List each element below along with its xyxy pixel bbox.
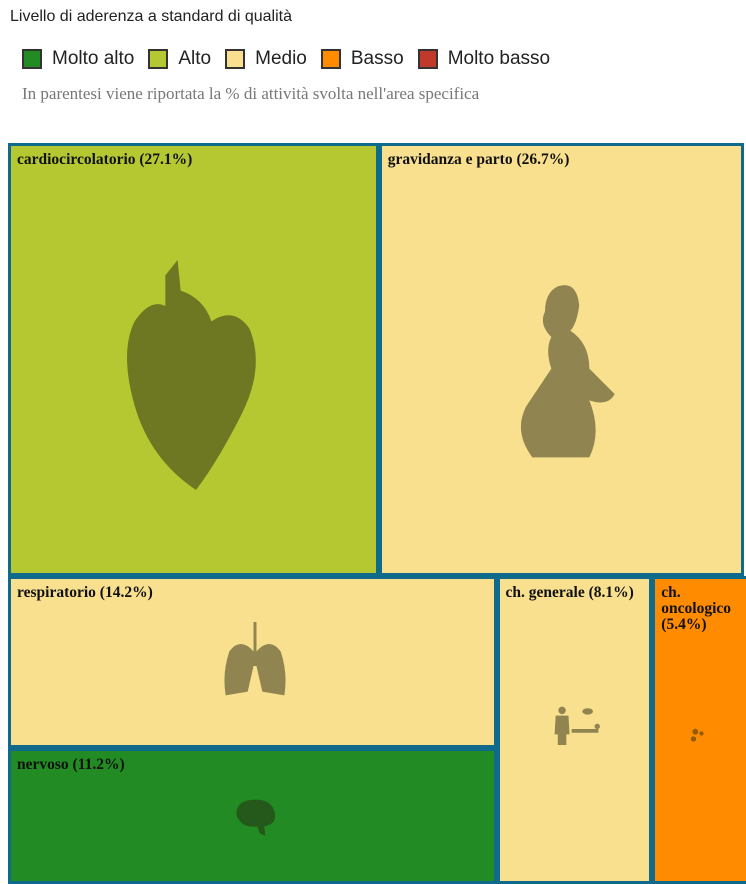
legend-label: Alto — [178, 48, 212, 69]
tile-category: ch. oncologico — [661, 584, 732, 617]
tile-label: respiratorio (14.2%) — [17, 585, 490, 601]
tile-label: gravidanza e parto (26.7%) — [388, 152, 737, 168]
tile: ch. oncologico (5.4%) — [652, 576, 746, 884]
tile-icon — [690, 728, 704, 742]
tile-icon — [224, 622, 286, 696]
treemap: cardiocircolatorio (27.1%) gravidanza e p… — [8, 143, 746, 884]
legend-swatch — [225, 49, 246, 69]
tile-label: nervoso (11.2%) — [17, 757, 490, 773]
tile-value-label: (11.2%) — [72, 756, 125, 774]
tile: ch. generale (8.1%) — [496, 576, 653, 884]
legend-label: Molto alto — [52, 48, 135, 69]
legend-swatch — [22, 49, 42, 69]
tile-value-label: (27.1%) — [139, 151, 193, 168]
legend-label: Molto basso — [447, 48, 551, 69]
tile: cardiocircolatorio (27.1%) — [8, 143, 379, 576]
tile-value-label: (8.1%) — [588, 584, 634, 601]
tile-label: ch. generale (8.1%) — [506, 585, 646, 601]
legend-item: Molto alto — [22, 48, 134, 70]
tile-category: nervoso — [17, 756, 69, 774]
tile-value-label: (5.4%) — [661, 616, 707, 633]
legend-item: Molto basso — [417, 48, 551, 70]
tile-value-label: (26.7%) — [516, 151, 570, 168]
legend: Molto alto Alto Medio Basso Molto basso — [22, 48, 564, 70]
tile-icon — [554, 706, 601, 745]
legend-swatch — [320, 49, 341, 69]
legend-item: Medio — [225, 48, 307, 70]
tile-icon — [127, 259, 257, 490]
tile-icon — [236, 799, 276, 836]
tile: respiratorio (14.2%) — [8, 576, 497, 749]
tile-category: respiratorio — [17, 584, 96, 601]
legend-item: Basso — [320, 48, 404, 70]
chart-subtitle: In parentesi viene riportata la % di att… — [22, 84, 480, 103]
tile-category: cardiocircolatorio — [17, 151, 136, 168]
tile-category: ch. generale — [505, 584, 585, 601]
tile-label: ch. oncologico (5.4%) — [661, 585, 746, 633]
tile: gravidanza e parto (26.7%) — [378, 143, 744, 576]
tile: nervoso (11.2%) — [8, 748, 497, 884]
tile-value-label: (14.2%) — [99, 584, 153, 601]
tile-label: cardiocircolatorio (27.1%) — [17, 152, 372, 168]
tile-category: gravidanza e parto — [387, 151, 513, 168]
tile-icon — [521, 284, 616, 457]
legend-item: Alto — [148, 48, 211, 70]
legend-swatch — [417, 49, 438, 69]
legend-label: Medio — [255, 48, 307, 69]
legend-label: Basso — [350, 48, 404, 69]
chart-title: Livello di aderenza a standard di qualit… — [10, 8, 292, 25]
legend-swatch — [148, 49, 169, 69]
